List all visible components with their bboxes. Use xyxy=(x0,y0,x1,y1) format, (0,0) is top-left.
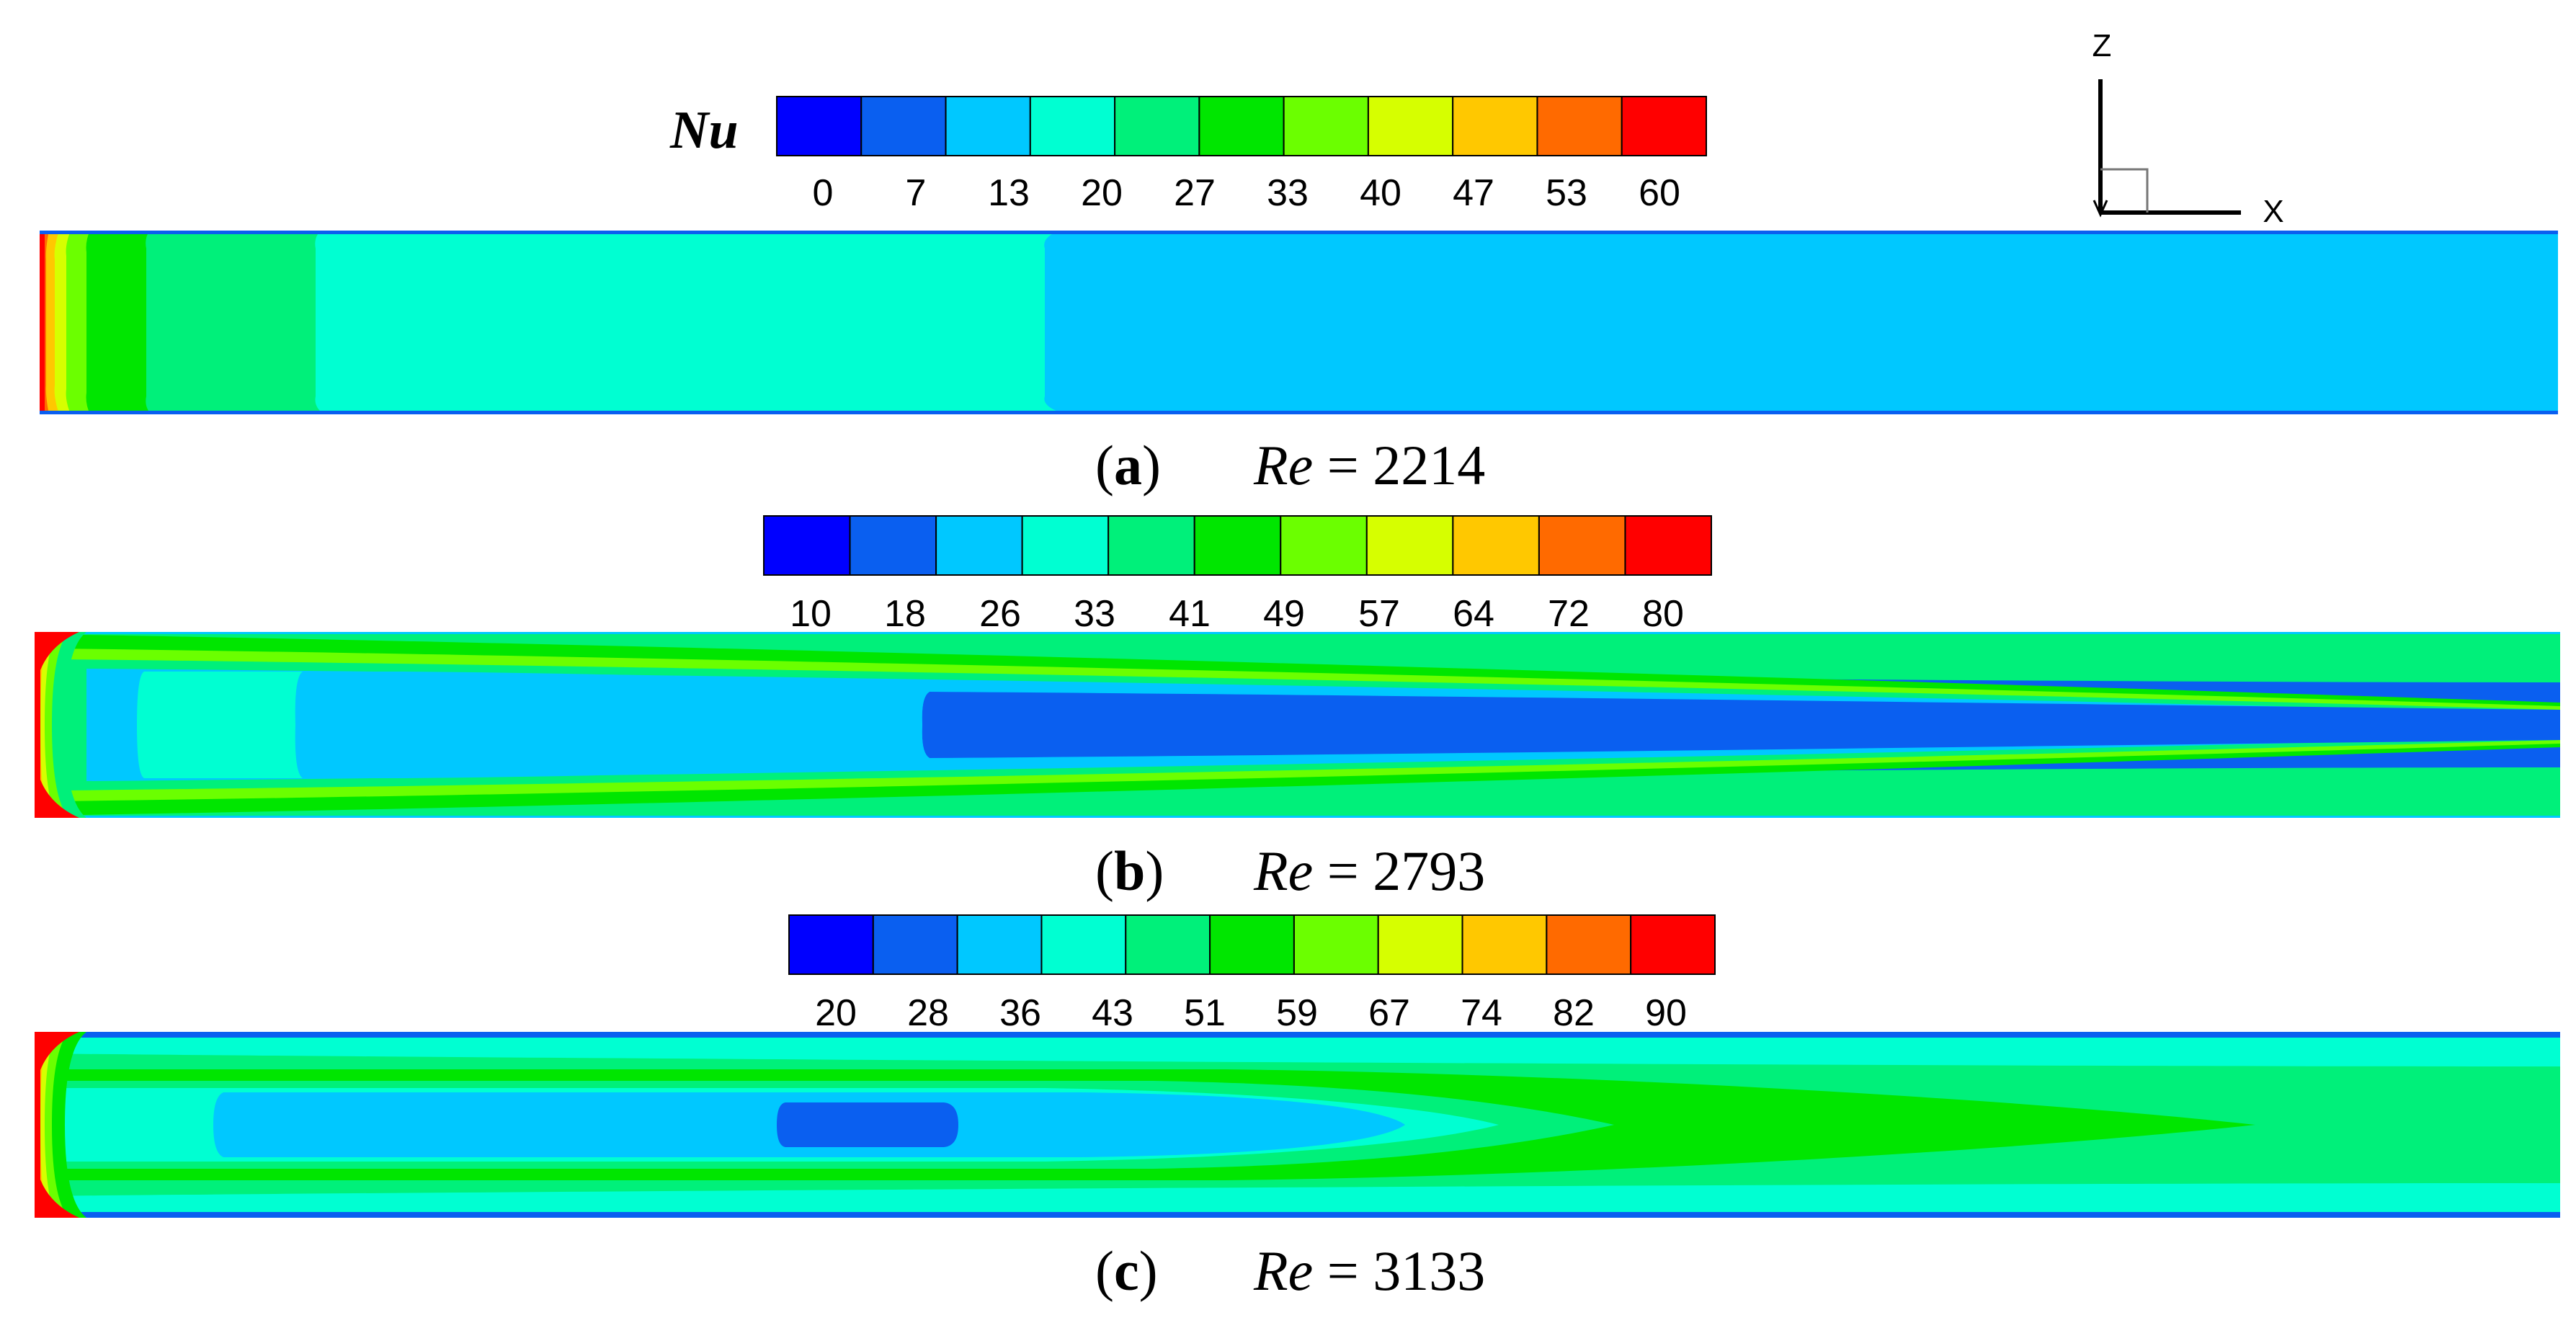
colorbar-swatch xyxy=(945,96,1031,156)
tick-label: 82 xyxy=(1553,992,1595,1034)
tick-label: 13 xyxy=(988,172,1030,214)
tick-label: 41 xyxy=(1169,593,1211,635)
contour-plot-c xyxy=(35,1032,2560,1218)
colorbar-swatch xyxy=(1283,96,1369,156)
colorbar-swatch xyxy=(1125,914,1211,975)
tick-label: 80 xyxy=(1642,593,1684,635)
panel-letter-b: b xyxy=(1114,839,1145,902)
tick-label: 36 xyxy=(999,992,1041,1034)
colorbar-swatch xyxy=(956,914,1043,975)
colorbar-swatch xyxy=(1630,914,1716,975)
colorbar-swatch xyxy=(1461,914,1548,975)
panel-caption-a: (a) xyxy=(1095,434,1161,496)
re-value-a: = 2214 xyxy=(1327,434,1486,496)
legend-title-nu: Nu xyxy=(669,101,739,160)
tick-label: 47 xyxy=(1453,172,1494,214)
panel-letter-a: a xyxy=(1114,434,1142,496)
colorbar-swatch xyxy=(1365,515,1454,576)
tick-label: 33 xyxy=(1074,593,1115,635)
colorbar-swatch xyxy=(763,515,851,576)
tick-label: 67 xyxy=(1368,992,1410,1034)
colorbar-swatch xyxy=(1452,515,1540,576)
colorbar-swatch xyxy=(1280,515,1368,576)
colorbar-swatch xyxy=(1114,96,1200,156)
colorbar-swatch xyxy=(1621,96,1708,156)
reynolds-label-c: Re = 3133 xyxy=(1253,1239,1485,1302)
re-value-c: = 3133 xyxy=(1327,1239,1486,1302)
colorbar-swatch xyxy=(788,914,874,975)
colorbar-swatch xyxy=(1377,914,1463,975)
colorbar-b xyxy=(763,515,1713,576)
tick-label: 72 xyxy=(1548,593,1590,635)
contour-plot-a xyxy=(40,231,2558,414)
colorbar-swatch xyxy=(1209,914,1295,975)
colorbar-swatch xyxy=(776,96,863,156)
tick-label: 18 xyxy=(884,593,926,635)
colorbar-swatch xyxy=(1107,515,1195,576)
colorbar-swatch xyxy=(1452,96,1538,156)
tick-label: 74 xyxy=(1461,992,1502,1034)
colorbar-c xyxy=(788,914,1716,975)
colorbar-swatch xyxy=(1193,515,1282,576)
tick-label: 49 xyxy=(1263,593,1305,635)
tick-label: 64 xyxy=(1453,593,1494,635)
colorbar-swatch xyxy=(1624,515,1713,576)
panel-caption-b: (b) xyxy=(1095,839,1164,902)
tick-label: 7 xyxy=(906,172,927,214)
colorbar-swatch xyxy=(1367,96,1454,156)
colorbar-swatch xyxy=(1293,914,1379,975)
tick-label: 10 xyxy=(790,593,832,635)
tick-label: 57 xyxy=(1358,593,1400,635)
re-value-b: = 2793 xyxy=(1327,839,1486,902)
colorbar-ticks-b: 10 18 26 33 41 49 57 64 72 80 xyxy=(790,593,1684,635)
tick-label: 28 xyxy=(907,992,949,1034)
tick-label: 40 xyxy=(1360,172,1401,214)
tick-label: 43 xyxy=(1092,992,1133,1034)
panel-caption-c: (c) xyxy=(1095,1239,1158,1302)
colorbar-swatch xyxy=(872,914,958,975)
tick-label: 26 xyxy=(979,593,1021,635)
panel-letter-c: c xyxy=(1114,1239,1139,1302)
tick-label: 33 xyxy=(1267,172,1309,214)
contour-plot-b xyxy=(35,632,2560,818)
colorbar-ticks-c: 20 28 36 43 51 59 67 74 82 90 xyxy=(815,992,1687,1034)
tick-label: 51 xyxy=(1184,992,1226,1034)
axis-label-z: Z xyxy=(2093,28,2112,63)
colorbar-swatch xyxy=(860,96,947,156)
colorbar-swatch xyxy=(1029,96,1116,156)
colorbar-ticks-a: 0 7 13 20 27 33 40 47 53 60 xyxy=(813,172,1680,214)
tick-label: 27 xyxy=(1174,172,1216,214)
colorbar-swatch xyxy=(849,515,937,576)
tick-label: 60 xyxy=(1639,172,1680,214)
colorbar-swatch xyxy=(1546,914,1632,975)
axis-triad xyxy=(2093,79,2241,218)
re-symbol-b: Re xyxy=(1253,839,1313,902)
colorbar-a xyxy=(776,96,1708,156)
colorbar-swatch xyxy=(1538,515,1626,576)
tick-label: 20 xyxy=(815,992,857,1034)
colorbar-swatch xyxy=(1536,96,1623,156)
tick-label: 0 xyxy=(813,172,834,214)
colorbar-swatch xyxy=(1040,914,1127,975)
re-symbol-a: Re xyxy=(1253,434,1313,496)
colorbar-swatch xyxy=(1198,96,1285,156)
axis-label-x: X xyxy=(2263,194,2283,229)
reynolds-label-a: Re = 2214 xyxy=(1253,434,1485,496)
tick-label: 59 xyxy=(1276,992,1318,1034)
reynolds-label-b: Re = 2793 xyxy=(1253,839,1485,902)
tick-label: 53 xyxy=(1546,172,1587,214)
colorbar-swatch xyxy=(1021,515,1110,576)
tick-label: 90 xyxy=(1645,992,1687,1034)
tick-label: 20 xyxy=(1081,172,1123,214)
re-symbol-c: Re xyxy=(1253,1239,1313,1302)
colorbar-swatch xyxy=(935,515,1023,576)
